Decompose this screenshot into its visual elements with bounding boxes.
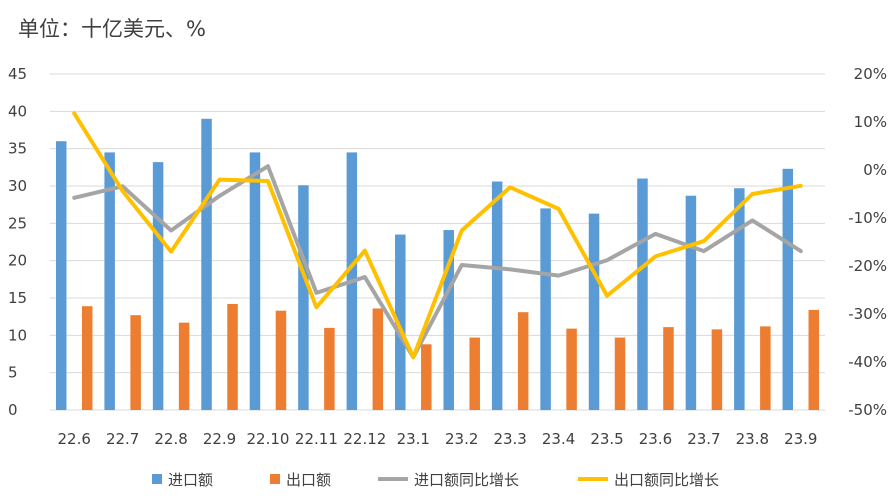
import-bar [734, 188, 745, 410]
export-bar [711, 329, 723, 410]
export-bar [421, 344, 432, 410]
import-bar [685, 195, 697, 410]
x-axis: 22.6 22.7 22.8 22.9 22.10 22.11 22.12 23.1 23.2 2… [58, 430, 818, 448]
x-tick-label: 22.12 [343, 430, 386, 448]
x-tick-label: 22.8 [154, 430, 187, 448]
x-tick-label: 23.7 [687, 430, 720, 448]
y-tick-label: 15 [8, 289, 27, 307]
y2-tick-label: -40% [848, 353, 887, 371]
y-tick-label: 25 [8, 214, 27, 232]
import-bar [637, 178, 648, 410]
y-axis-left: 0 5 10 15 20 25 30 35 40 45 [8, 65, 27, 419]
import-bar [104, 152, 115, 410]
export-bar [324, 327, 335, 410]
export-bar [81, 306, 93, 410]
y2-tick-label: 20% [854, 65, 887, 83]
x-tick-label: 23.4 [542, 430, 575, 448]
export-bar [663, 327, 674, 410]
y2-tick-label: -50% [848, 401, 887, 419]
export-bar [566, 328, 577, 410]
x-tick-label: 23.5 [590, 430, 623, 448]
import-bar [152, 162, 164, 410]
gridlines [50, 73, 825, 411]
bars [55, 118, 820, 411]
y2-tick-label: 0% [863, 161, 887, 179]
x-tick-label: 23.8 [736, 430, 769, 448]
x-tick-label: 22.7 [106, 430, 139, 448]
export-bar [808, 309, 820, 410]
import-bar [298, 185, 309, 410]
export-bar [469, 337, 480, 410]
import-bar [249, 152, 261, 410]
import-bar [540, 208, 551, 410]
export-bar [227, 303, 238, 410]
x-tick-label: 23.1 [397, 430, 430, 448]
x-tick-label: 23.6 [639, 430, 672, 448]
y-tick-label: 20 [8, 252, 27, 270]
y-axis-right: -50% -40% -30% -20% -10% 0% 10% 20% [848, 65, 887, 419]
import-bar [395, 234, 406, 410]
export-bar [130, 315, 141, 410]
x-tick-label: 22.6 [58, 430, 91, 448]
import-bar [201, 118, 212, 411]
legend-label: 进口额 [168, 471, 213, 489]
export-yoy-line [72, 111, 803, 360]
import-bar [443, 230, 454, 410]
import-bar [782, 168, 794, 410]
x-tick-label: 22.11 [295, 430, 338, 448]
y2-tick-label: 10% [854, 113, 887, 131]
x-tick-label: 22.9 [203, 430, 236, 448]
legend-label: 出口额同比增长 [614, 471, 719, 489]
import-bar [491, 181, 503, 410]
legend: 进口额 出口额 进口额同比增长 出口额同比增长 [152, 471, 719, 489]
y-tick-label: 0 [8, 401, 18, 419]
y-tick-label: 30 [8, 177, 27, 195]
y2-tick-label: -10% [848, 209, 887, 227]
import-bar [588, 213, 600, 410]
import-bar [55, 141, 67, 410]
y-tick-label: 5 [8, 364, 18, 382]
y2-tick-label: -20% [848, 257, 887, 275]
legend-swatch [152, 474, 162, 484]
y-tick-label: 45 [8, 65, 27, 83]
export-bar [275, 310, 287, 410]
lines [72, 111, 803, 360]
x-tick-label: 23.2 [445, 430, 478, 448]
y2-tick-label: -30% [848, 305, 887, 323]
export-bar [372, 308, 384, 410]
x-tick-label: 22.10 [246, 430, 289, 448]
export-bar [760, 326, 771, 410]
chart-title: 单位：十亿美元、% [18, 17, 206, 41]
y-tick-label: 10 [8, 326, 27, 344]
legend-label: 进口额同比增长 [414, 471, 519, 489]
x-tick-label: 23.9 [784, 430, 817, 448]
x-tick-label: 23.3 [493, 430, 526, 448]
y-tick-label: 40 [8, 102, 27, 120]
legend-swatch [270, 474, 280, 484]
export-bar [178, 322, 190, 410]
y-tick-label: 35 [8, 140, 27, 158]
export-bar [517, 312, 529, 410]
legend-label: 出口额 [286, 471, 331, 489]
export-bar [614, 337, 626, 410]
